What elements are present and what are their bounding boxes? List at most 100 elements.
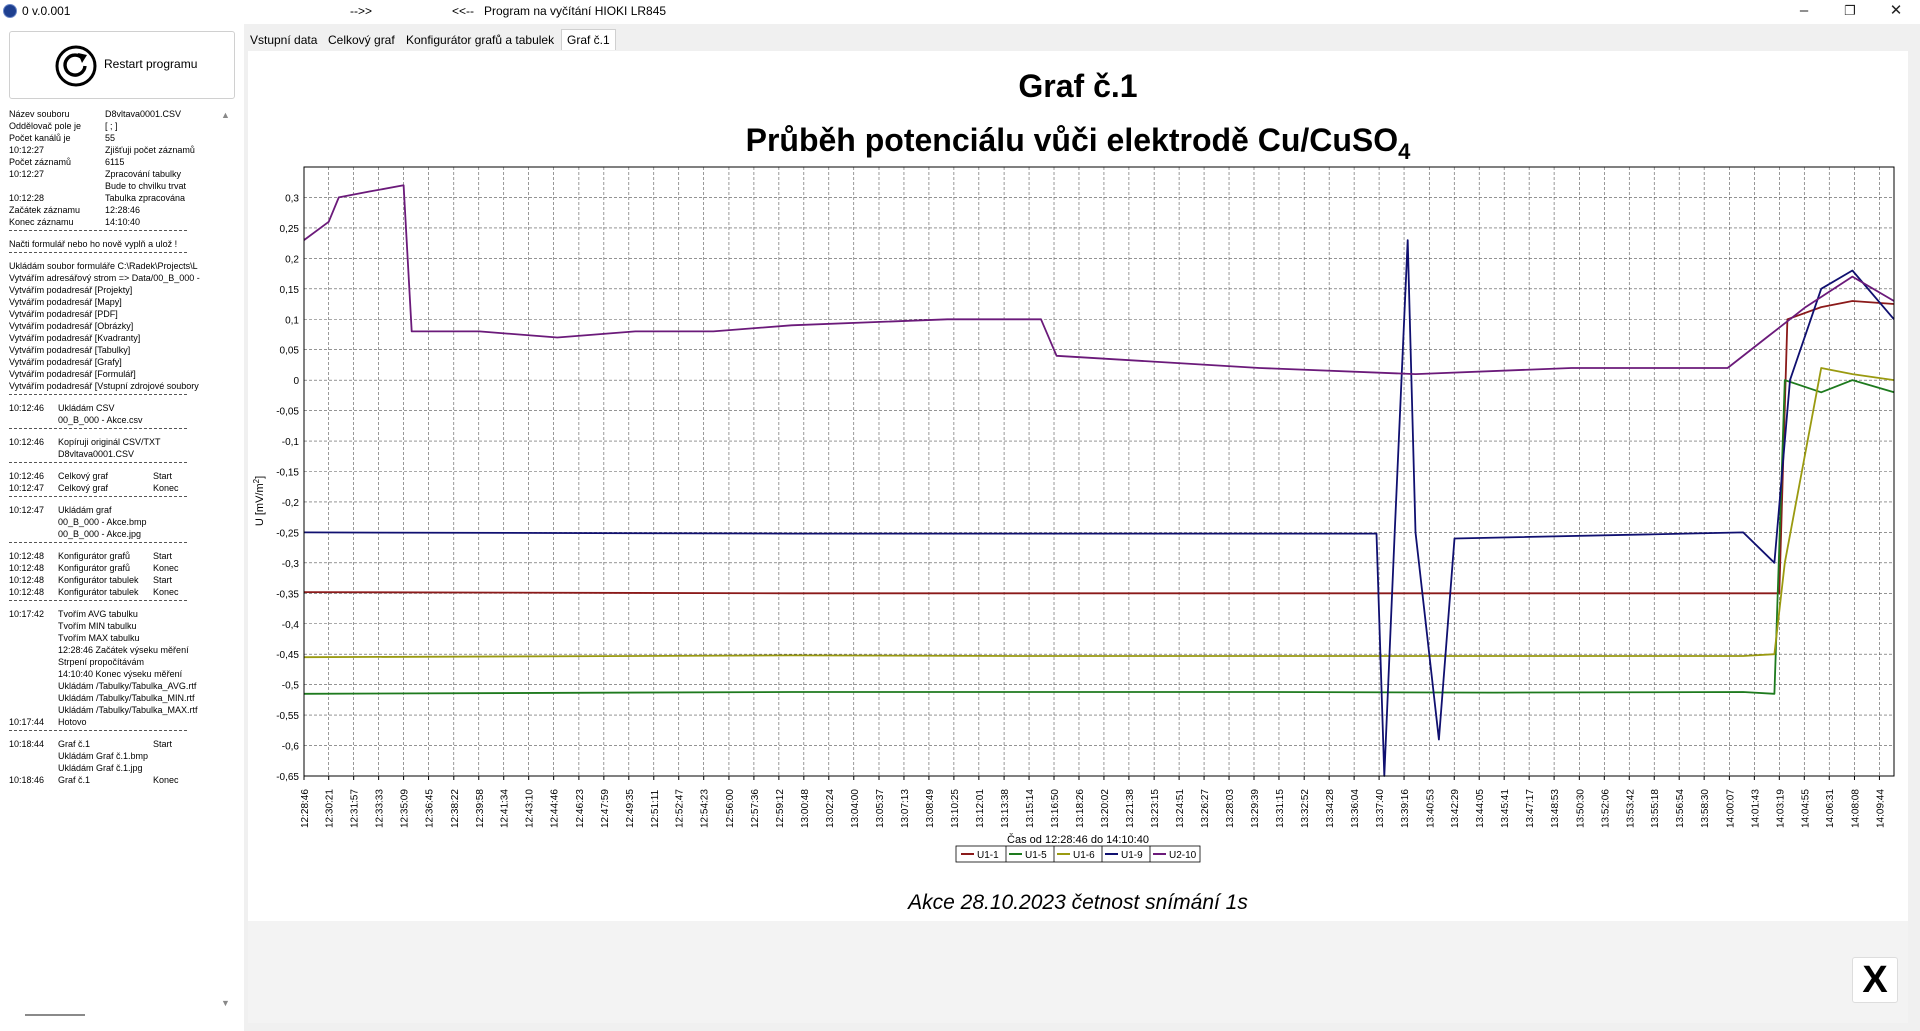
log-text: Tvořím AVG tabulku — [58, 609, 138, 619]
log-text: 10:12:48 — [9, 575, 45, 585]
tab-konfigurator[interactable]: Konfigurátor grafů a tabulek — [406, 33, 555, 47]
y-tick-label: -0,55 — [276, 711, 299, 722]
log-text: 10:17:44 — [9, 717, 45, 727]
log-text: 10:18:44 — [9, 739, 45, 749]
x-tick-label: 12:44:46 — [550, 789, 561, 828]
legend-item: U1-6 — [1073, 850, 1095, 861]
log-line: Vytvářím podadresář [PDF] — [9, 308, 217, 320]
log-line: Ukládám Graf č.1.bmp — [9, 750, 217, 762]
log-separator — [9, 230, 187, 231]
restart-icon — [55, 45, 97, 87]
x-tick-label: 12:30:21 — [325, 789, 336, 828]
y-tick-label: -0,45 — [276, 650, 299, 661]
legend-item: U1-1 — [977, 850, 999, 861]
log-line: 14:10:40 Konec výseku měření — [9, 668, 217, 680]
x-tick-label: 14:09:44 — [1875, 789, 1886, 828]
minimize-icon[interactable]: – — [1799, 2, 1809, 19]
log-line: Vytvářím podadresář [Obrázky] — [9, 320, 217, 332]
log-text: 12:28:46 — [105, 205, 141, 215]
x-tick-label: 13:39:16 — [1400, 789, 1411, 828]
y-tick-labels: 0,3 0,25 0,2 0,15 0,1 0,05 0 -0,05 -0,1 -0,15 -0,2… — [276, 193, 299, 783]
log-text: 10:12:46 — [9, 403, 45, 413]
log-line: 10:12:46 Kopíruji originál CSV/TXT — [9, 436, 217, 448]
series-line-u1-5 — [303, 379, 1895, 695]
x-tick-label: 13:15:14 — [1025, 789, 1036, 828]
log-scrollbar[interactable]: ▲ ▼ — [219, 108, 233, 1008]
log-line: 00_B_000 - Akce.bmp — [9, 516, 217, 528]
x-tick-label: 13:47:17 — [1525, 789, 1536, 828]
log-text: Začátek záznamu — [9, 205, 81, 215]
log-text: Ukládám Graf č.1.jpg — [58, 763, 143, 773]
x-tick-label: 12:33:33 — [375, 789, 386, 828]
y-tick-label: -0,5 — [282, 681, 300, 692]
x-tick-label: 13:37:40 — [1375, 789, 1386, 828]
x-tick-label: 12:41:34 — [500, 789, 511, 828]
tab-graf-1[interactable]: Graf č.1 — [561, 29, 616, 50]
log-text: Počet kanálů je — [9, 133, 71, 143]
scroll-up-icon[interactable]: ▲ — [221, 110, 230, 120]
log-text: Tabulka zpracována — [105, 193, 186, 203]
log-text: D8vltava0001.CSV — [58, 449, 135, 459]
log-separator — [9, 542, 187, 543]
log-text: Ukládám /Tabulky/Tabulka_AVG.rtf — [58, 681, 197, 691]
tab-celkovy-graf[interactable]: Celkový graf — [328, 33, 395, 47]
close-x-button[interactable]: X — [1852, 957, 1898, 1003]
log-text: Načti formulář nebo ho nově vyplň a ulož… — [9, 239, 178, 249]
x-axis-label: Čas od 12:28:46 do 14:10:40 — [1007, 833, 1149, 846]
log-text: D8vltava0001.CSV — [105, 109, 182, 119]
x-tick-label: 13:32:52 — [1300, 789, 1311, 828]
log-text: Konfigurátor tabulek — [58, 575, 139, 585]
log-text: 10:18:46 — [9, 775, 45, 785]
log-separator — [9, 730, 187, 731]
log-line: Vytvářím podadresář [Mapy] — [9, 296, 217, 308]
log-text: Vytvářím adresářový strom => Data/00_B_0… — [9, 273, 200, 283]
log-line: 10:12:27 Zpracování tabulky — [9, 168, 217, 180]
log-text: Konec — [153, 775, 179, 785]
y-tick-label: -0,35 — [276, 589, 299, 600]
log-text: Konec záznamu — [9, 217, 74, 227]
tab-vstupni-data[interactable]: Vstupní data — [250, 33, 318, 47]
log-text: Konfigurátor grafů — [58, 563, 131, 573]
x-tick-label: 13:08:49 — [925, 789, 936, 828]
x-tick-label: 13:05:37 — [875, 789, 886, 828]
app-icon — [3, 4, 17, 18]
y-tick-label: -0,3 — [282, 559, 300, 570]
scroll-down-icon[interactable]: ▼ — [221, 998, 230, 1008]
x-tick-label: 12:46:23 — [575, 789, 586, 828]
version-label: 0 v.0.001 — [22, 4, 71, 18]
log-text: 6115 — [105, 157, 125, 167]
log-line: Vytvářím podadresář [Projekty] — [9, 284, 217, 296]
log-text: Konec — [153, 483, 179, 493]
x-tick-label: 13:58:30 — [1700, 789, 1711, 828]
log-text: Kopíruji originál CSV/TXT — [58, 437, 161, 447]
x-tick-label: 13:56:54 — [1675, 789, 1686, 828]
log-line: Ukládám Graf č.1.jpg — [9, 762, 217, 774]
close-icon[interactable]: ✕ — [1889, 2, 1903, 19]
log-text: Ukládám Graf č.1.bmp — [58, 751, 149, 761]
y-tick-label: 0,1 — [285, 315, 299, 326]
log-text: 10:12:46 — [9, 471, 45, 481]
horizontal-scroll-thumb[interactable] — [25, 1014, 85, 1016]
legend-box — [955, 845, 1201, 863]
x-tick-label: 12:51:11 — [650, 789, 661, 828]
series-line-u2-10 — [303, 184, 1895, 376]
restart-button[interactable]: Restart programu — [9, 31, 235, 99]
log-line: Vytvářím podadresář [Vstupní zdrojové so… — [9, 380, 217, 392]
y-tick-label: -0,6 — [282, 742, 300, 753]
log-separator — [9, 394, 187, 395]
log-text: 14:10:40 Konec výseku měření — [58, 669, 183, 679]
x-tick-label: 13:52:06 — [1600, 789, 1611, 828]
y-tick-label: 0,2 — [285, 254, 299, 265]
x-tick-label: 13:45:41 — [1500, 789, 1511, 828]
window-titlebar: 0 v.0.001 -->> <<-- Program na vyčítání … — [0, 0, 1920, 24]
x-tick-label: 12:39:58 — [475, 789, 486, 828]
x-tick-label: 12:31:57 — [350, 789, 361, 828]
y-axis-label: U [mV/m2] — [252, 476, 266, 526]
chart-series — [303, 184, 1895, 777]
log-separator — [9, 462, 187, 463]
log-text: Strpení propočítávám — [58, 657, 145, 667]
maximize-icon[interactable]: ❐ — [1844, 3, 1856, 18]
log-text: Vytvářím podadresář [Mapy] — [9, 297, 122, 307]
x-tick-label: 12:56:00 — [725, 789, 736, 828]
y-tick-label: 0,15 — [280, 285, 300, 296]
